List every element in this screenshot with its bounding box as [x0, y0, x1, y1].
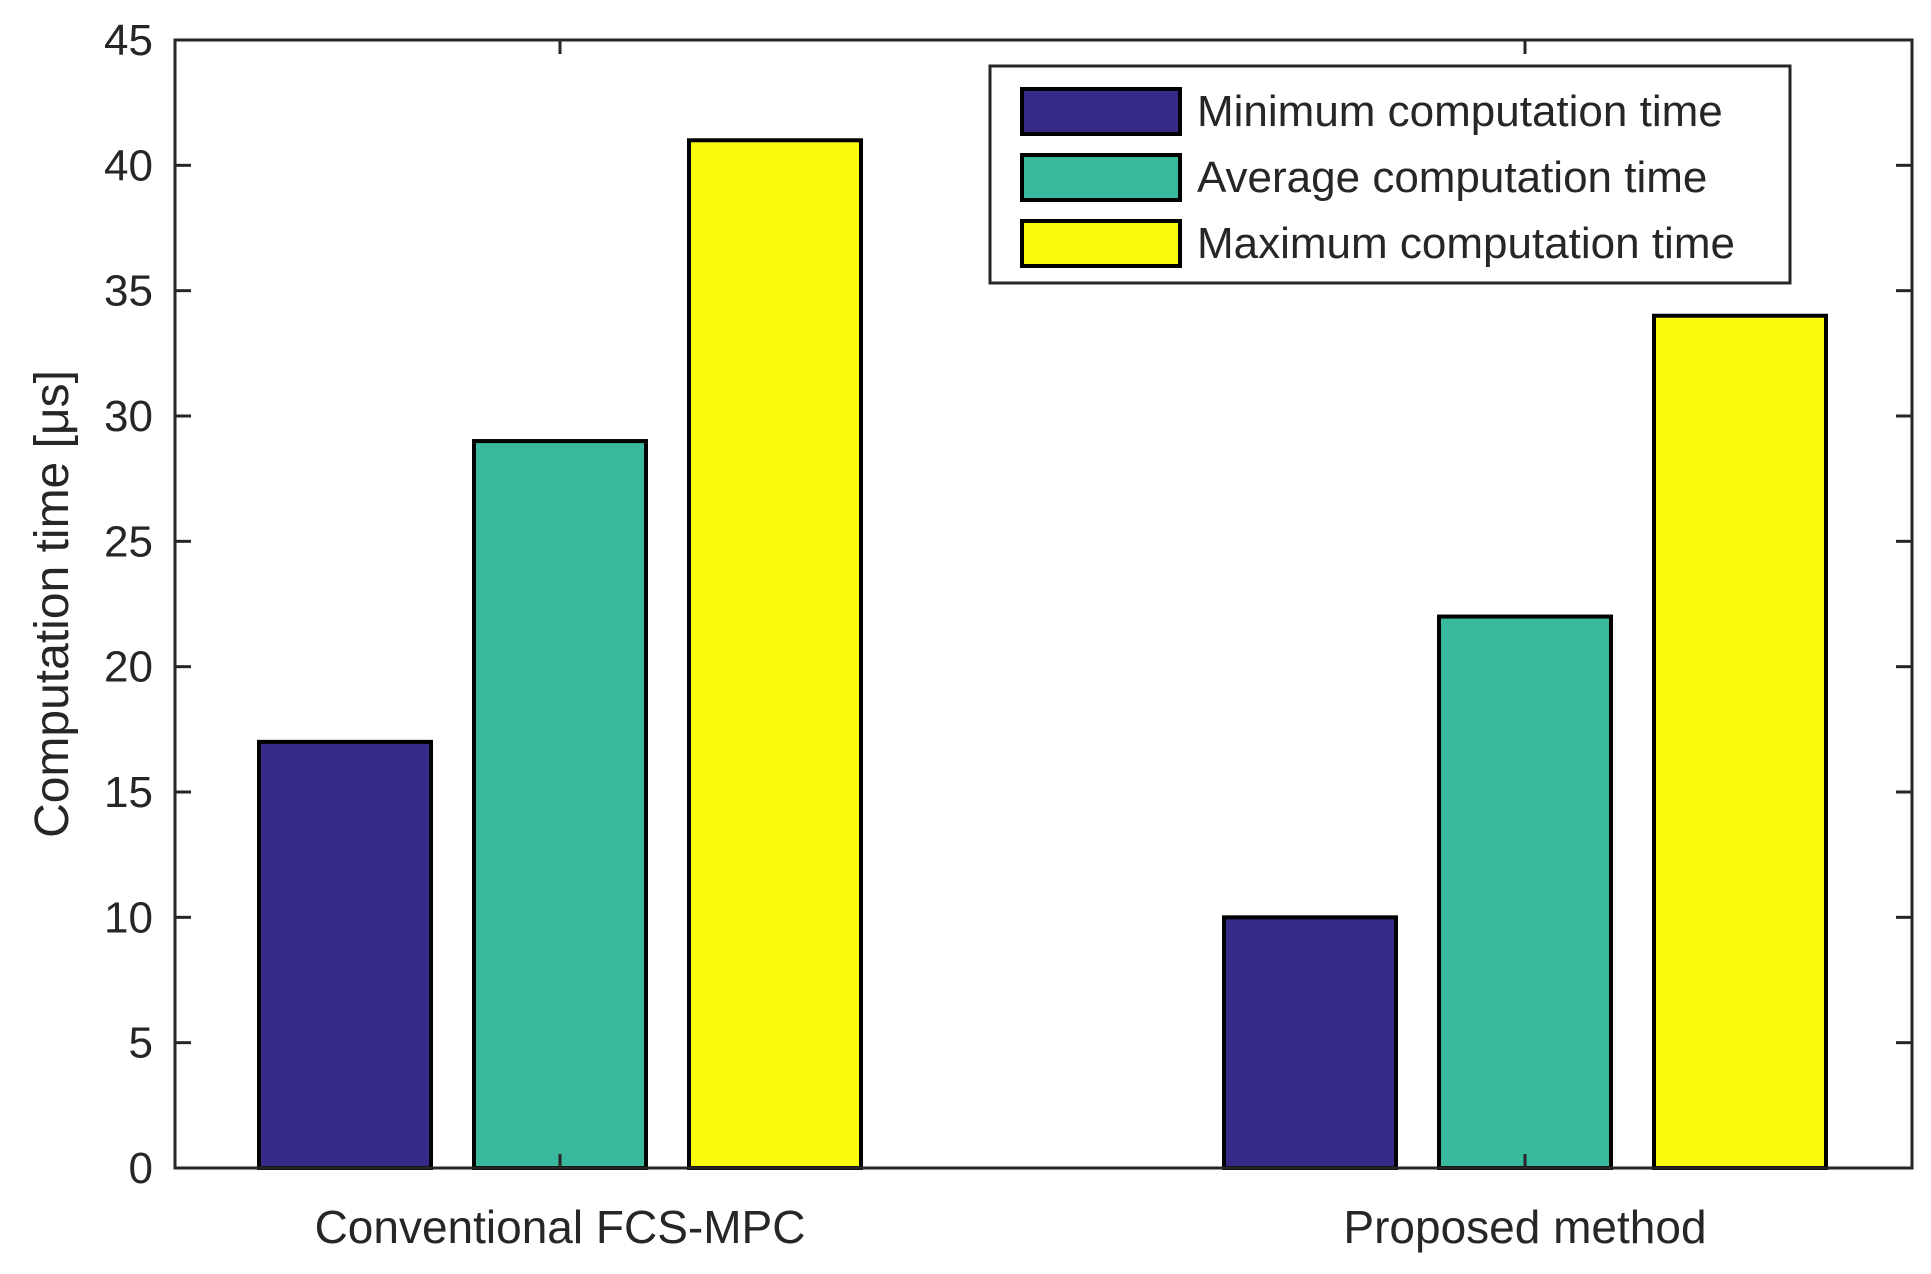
- bar-proposed-maximum: [1652, 313, 1828, 1170]
- bar-conventional-minimum: [257, 739, 433, 1170]
- x-tick-label: Proposed method: [1343, 1201, 1706, 1253]
- y-tick-label: 25: [104, 517, 153, 566]
- legend-label: Minimum computation time: [1197, 87, 1723, 136]
- y-tick-label: 10: [104, 893, 153, 942]
- legend-label: Average computation time: [1197, 153, 1707, 202]
- bar-proposed-average: [1437, 614, 1613, 1170]
- bar-proposed-minimum: [1222, 915, 1398, 1170]
- plot-frame: [173, 38, 1914, 1170]
- y-tick-label: 20: [104, 643, 153, 692]
- legend-swatch: [1020, 219, 1182, 268]
- y-tick-label: 5: [129, 1019, 153, 1068]
- bar-conventional-average: [472, 439, 648, 1171]
- y-tick-label: 35: [104, 267, 153, 316]
- y-tick-label: 45: [104, 16, 153, 65]
- x-tick-label: Conventional FCS-MPC: [315, 1201, 806, 1253]
- y-tick-label: 0: [129, 1144, 153, 1193]
- y-axis-label: Computation time [μs]: [26, 370, 79, 838]
- y-tick-label: 15: [104, 768, 153, 817]
- legend-swatch: [1020, 87, 1182, 136]
- legend-swatch: [1020, 153, 1182, 202]
- y-tick-label: 30: [104, 392, 153, 441]
- bars-layer: [257, 138, 1828, 1171]
- legend: Minimum computation time Average computat…: [988, 64, 1792, 285]
- y-tick-label: 40: [104, 141, 153, 190]
- labels-layer: Computation time [μs] Conventional FCS-M…: [26, 16, 1707, 1253]
- ticks-layer: [175, 38, 1912, 1170]
- axes-layer: [173, 38, 1914, 1170]
- bar-conventional-maximum: [687, 138, 863, 1170]
- legend-label: Maximum computation time: [1197, 219, 1735, 268]
